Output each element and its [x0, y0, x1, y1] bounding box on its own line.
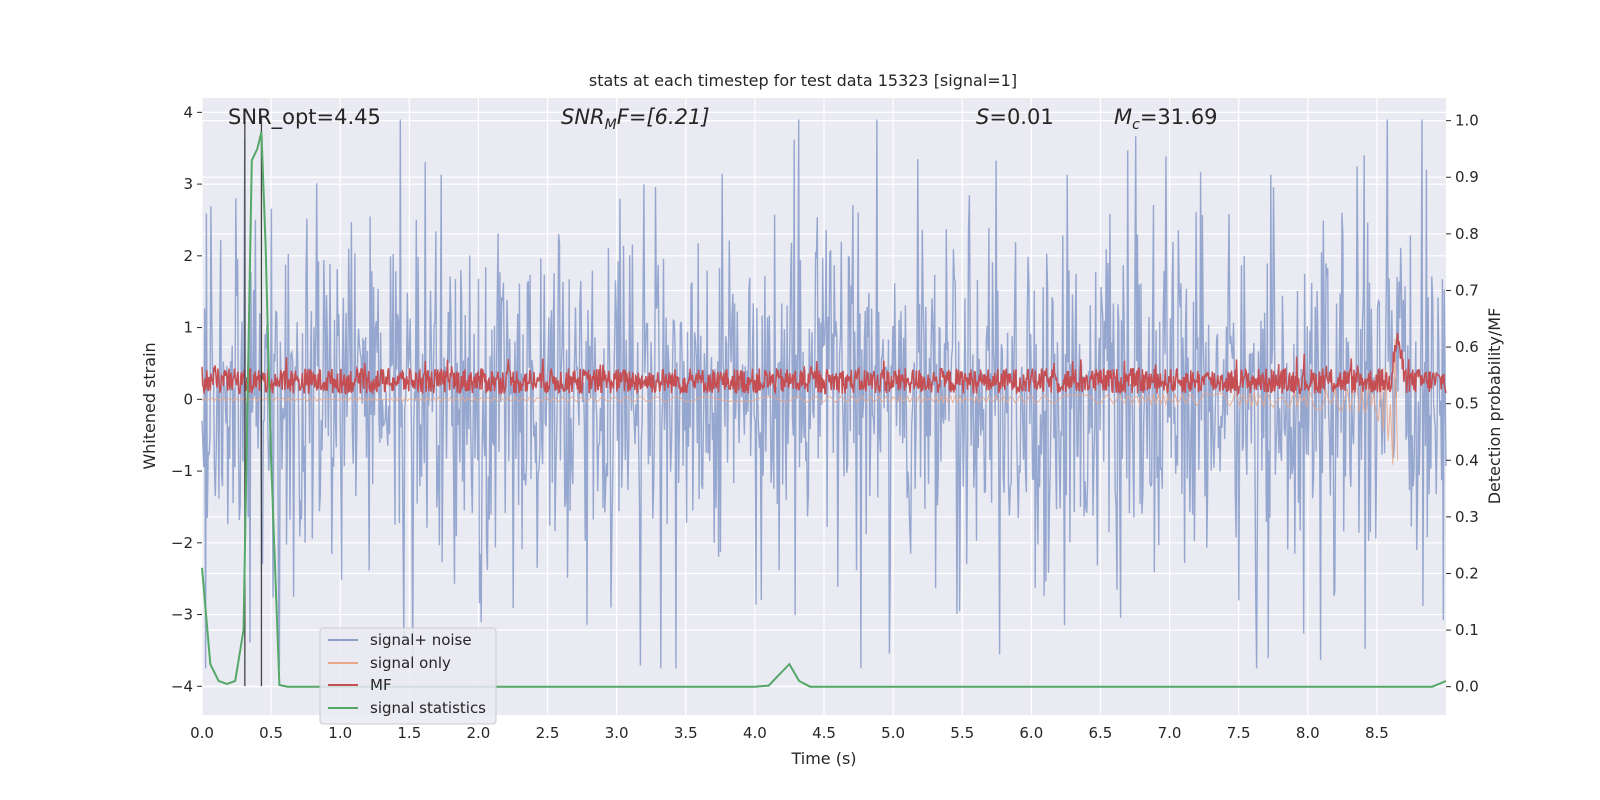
legend-label-mf: MF [370, 676, 392, 694]
y-right-tick-label: 0.8 [1455, 225, 1479, 243]
y-left-tick-label: −1 [171, 462, 193, 480]
y-left-tick-label: −3 [171, 606, 193, 624]
y-right-tick-label: 0.6 [1455, 338, 1479, 356]
y-axis-label-right: Detection probability/MF [1485, 308, 1504, 505]
annotation-mc: Mc=31.69 [1114, 105, 1218, 133]
y-right-tick-label: 0.2 [1455, 564, 1479, 582]
x-tick-label: 3.5 [674, 724, 698, 742]
x-tick-label: 0.0 [190, 724, 214, 742]
y-right-tick-label: 0.3 [1455, 508, 1479, 526]
y-left-tick-label: 4 [183, 103, 193, 121]
mf-line [201, 332, 1447, 396]
y-left-tick-label: −4 [171, 677, 193, 695]
y-left-tick-label: 2 [183, 247, 193, 265]
x-tick-label: 6.0 [1019, 724, 1043, 742]
legend-box [319, 627, 497, 725]
legend-label-signal-only: signal only [370, 654, 451, 672]
y-left-tick-label: 1 [183, 319, 193, 337]
x-tick-label: 2.0 [467, 724, 491, 742]
y-right-tick-label: 0.0 [1455, 678, 1479, 696]
signal-noise-series [201, 119, 1447, 669]
y-right-tick-label: 0.9 [1455, 168, 1479, 186]
y-left-tick-label: 3 [183, 175, 193, 193]
x-tick-label: 5.0 [881, 724, 905, 742]
annotation-mc-symbol: M [1114, 105, 1132, 129]
annotation-s: S=0.01 [976, 105, 1054, 129]
annotation-mc-value: =31.69 [1140, 105, 1218, 129]
x-tick-label: 0.5 [259, 724, 283, 742]
signal-only-series [201, 338, 1399, 465]
annotation-mc-subscript: c [1132, 117, 1140, 133]
x-tick-label: 4.0 [743, 724, 767, 742]
x-tick-label: 5.5 [950, 724, 974, 742]
y-left-axis-ticks: 4 3 2 1 0 −1 −2 −3 −4 [171, 103, 202, 695]
signal-statistics-line [201, 131, 1447, 688]
annotation-s-symbol: S [976, 105, 989, 129]
annotation-snr-mf-subscript: M [605, 117, 617, 133]
y-right-tick-label: 0.1 [1455, 621, 1479, 639]
x-tick-label: 4.5 [812, 724, 836, 742]
annotation-snr-mf-symbol: SNR [561, 105, 605, 129]
y-axis-label-left: Whitened strain [140, 342, 159, 469]
x-tick-label: 3.0 [605, 724, 629, 742]
signal-statistics-series [201, 131, 1447, 688]
annotation-snr-mf: SNRMF=[6.21] [561, 105, 710, 133]
y-right-tick-label: 1.0 [1455, 112, 1479, 130]
x-tick-label: 7.5 [1227, 724, 1251, 742]
y-right-axis-ticks: 1.0 0.9 0.8 0.7 0.6 0.5 0.4 0.3 0.2 0.1 0.0 [1446, 112, 1479, 696]
legend-label-signal-statistics: signal statistics [370, 699, 486, 717]
x-axis-label: Time (s) [790, 749, 856, 768]
legend-label-signal-noise: signal+ noise [370, 631, 472, 649]
x-tick-label: 8.5 [1365, 724, 1389, 742]
y-right-tick-label: 0.5 [1455, 395, 1479, 413]
annotation-snr-opt: SNR_opt=4.45 [228, 105, 381, 130]
x-tick-label: 1.5 [397, 724, 421, 742]
chart-title: stats at each timestep for test data 153… [589, 71, 1017, 90]
signal-noise-line [201, 119, 1447, 669]
x-tick-label: 2.5 [536, 724, 560, 742]
x-tick-label: 7.0 [1158, 724, 1182, 742]
signal-only-line [201, 338, 1399, 465]
x-tick-label: 1.0 [328, 724, 352, 742]
x-axis-ticks: 0.0 0.5 1.0 1.5 2.0 2.5 3.0 3.5 4.0 4.5 5.0 5.5 6.0 6… [190, 724, 1389, 742]
y-left-tick-label: −2 [171, 534, 193, 552]
x-tick-label: 6.5 [1089, 724, 1113, 742]
y-left-tick-label: 0 [183, 390, 193, 408]
x-tick-label: 8.0 [1296, 724, 1320, 742]
legend: signal+ noise signal only MF signal stat… [319, 627, 497, 725]
annotation-s-value: =0.01 [989, 105, 1053, 129]
annotation-snr-mf-value: F=[6.21] [617, 105, 710, 129]
y-right-tick-label: 0.7 [1455, 281, 1479, 299]
mf-series [201, 332, 1447, 396]
y-right-tick-label: 0.4 [1455, 451, 1479, 469]
